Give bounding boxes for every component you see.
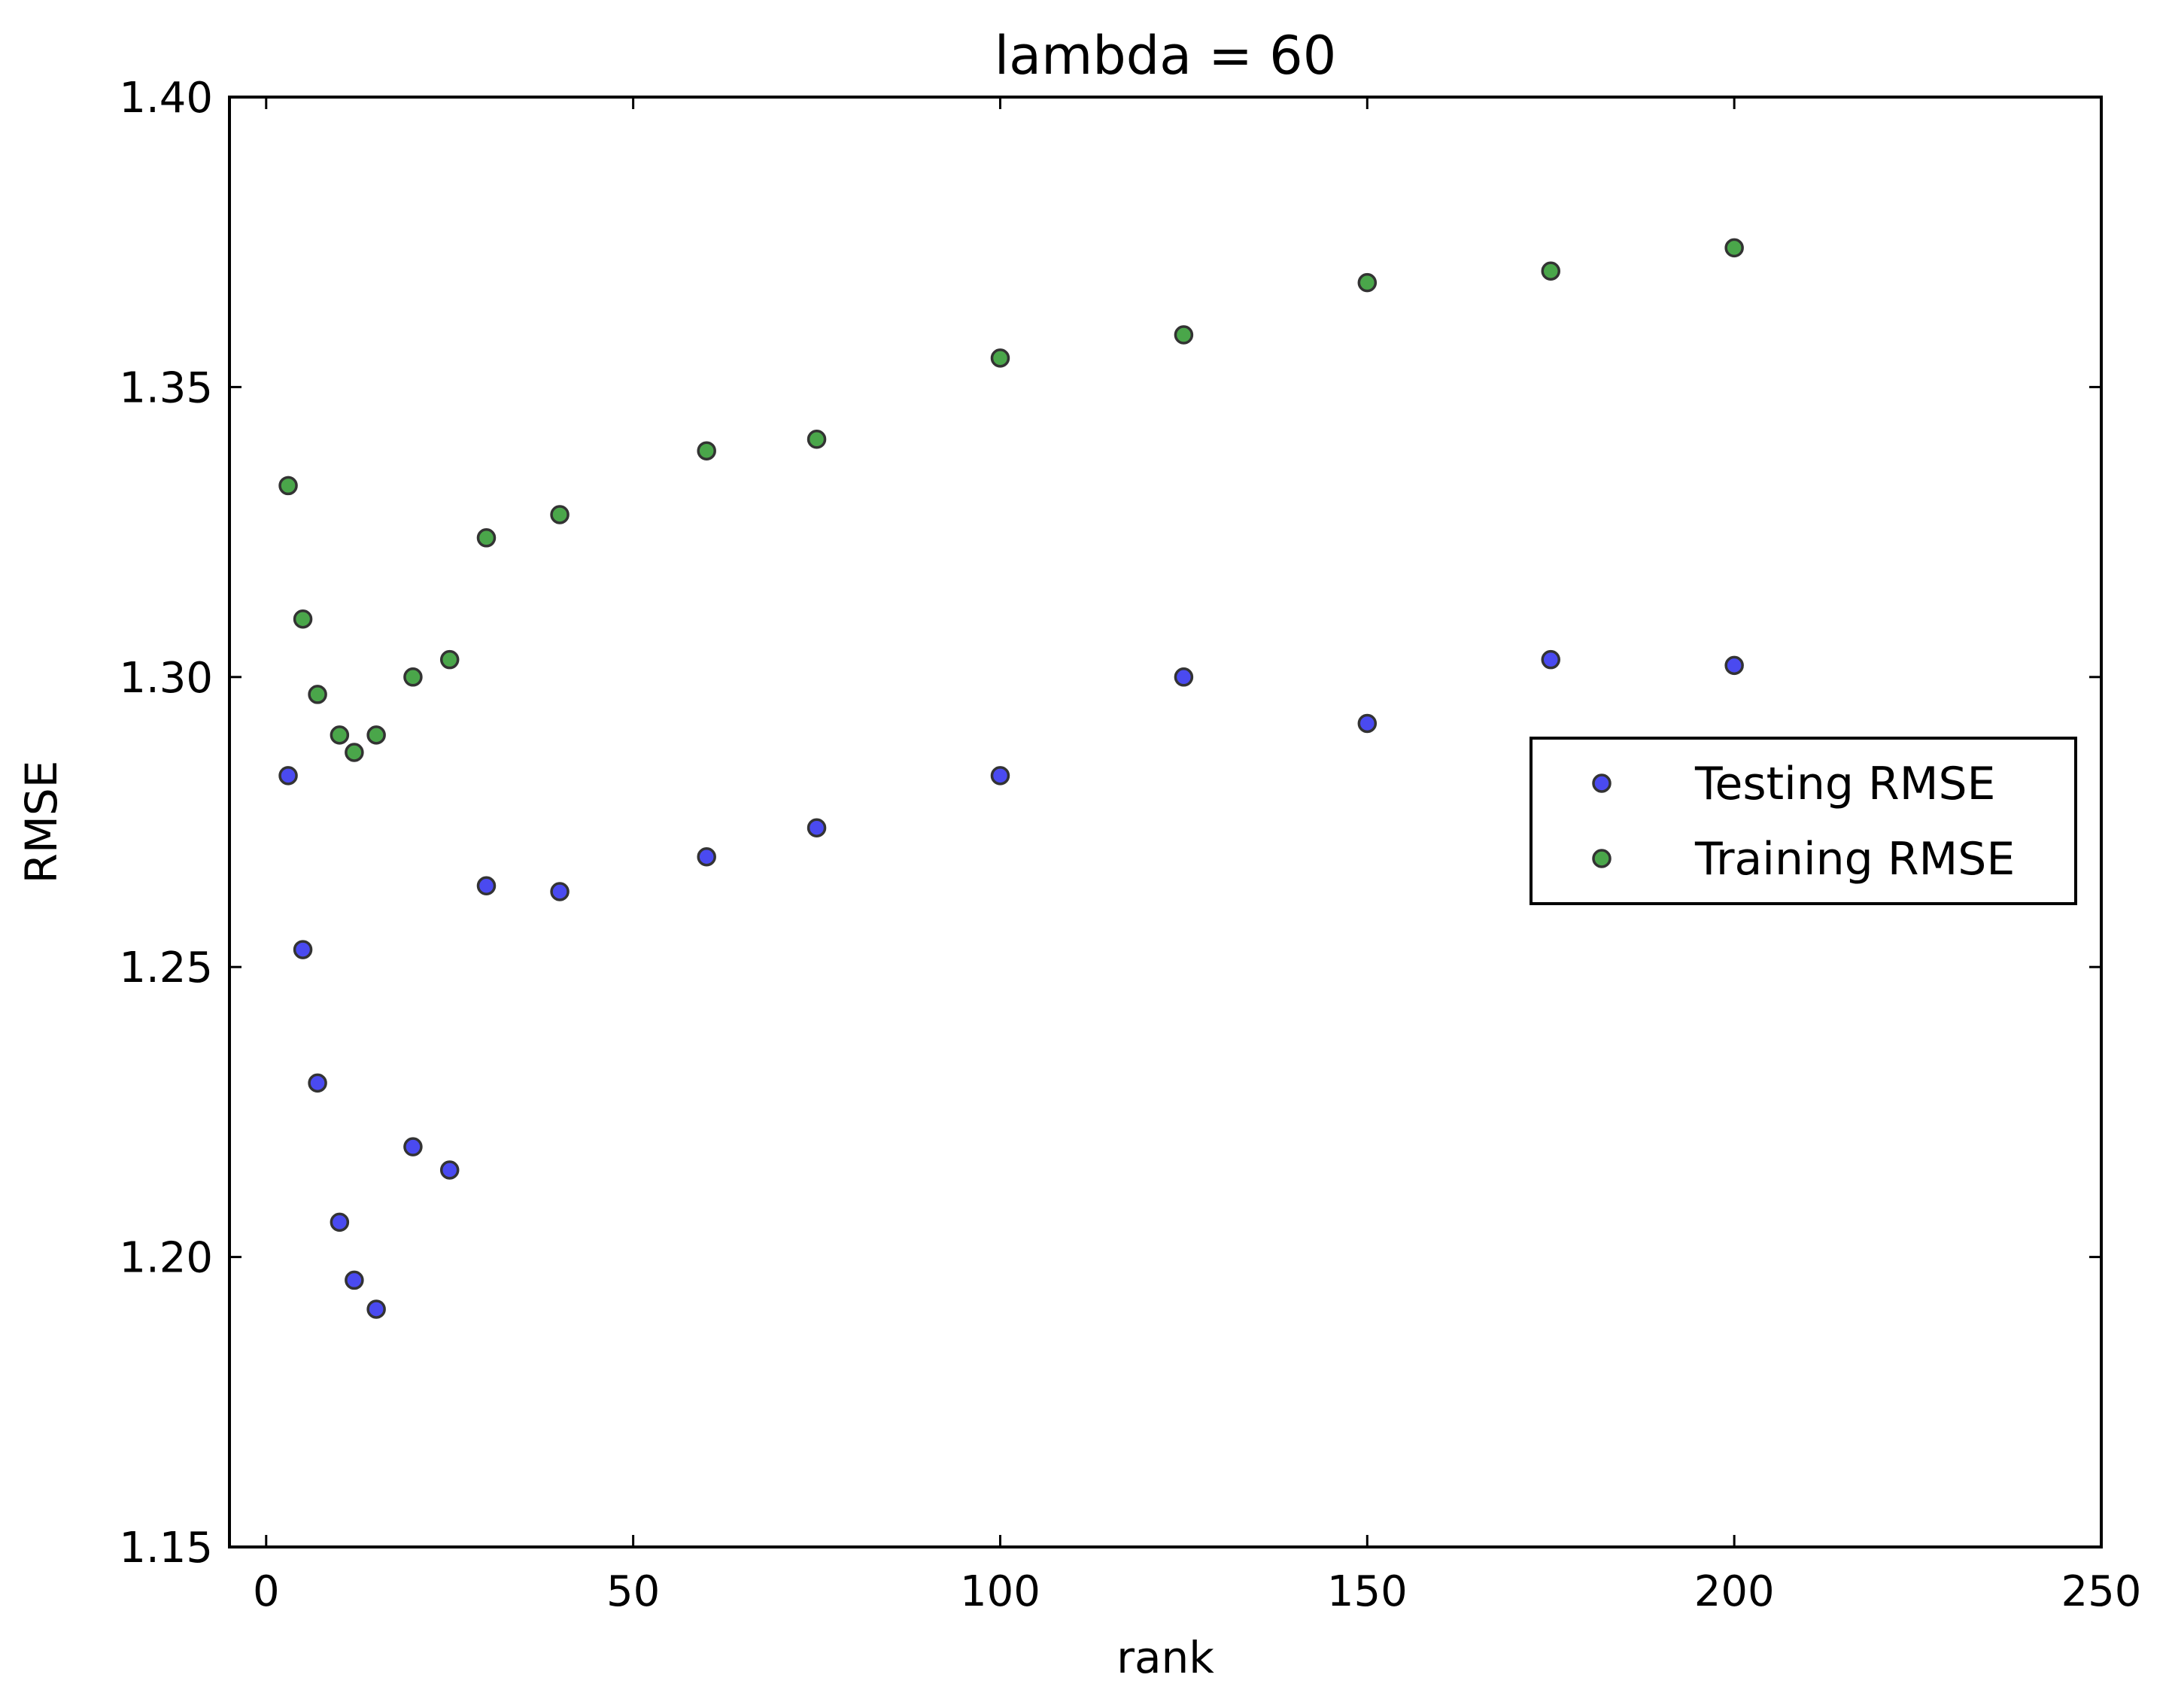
legend-label: Training RMSE [1694,833,2015,886]
testing-rmse-point [697,846,716,867]
chart-title: lambda = 60 [995,25,1337,87]
testing-rmse-point [345,1270,364,1290]
testing-rmse-point [990,766,1010,786]
training-rmse-point [439,649,460,670]
training-rmse-point [476,528,497,548]
training-rmse-point [1174,325,1194,345]
x-axis-title: rank [1116,1632,1214,1683]
legend-label: Testing RMSE [1694,758,1995,810]
training-rmse-point [990,348,1010,368]
x-tick-label: 100 [960,1567,1040,1616]
y-tick-label: 1.30 [119,654,213,703]
training-rmse-point [1357,272,1378,293]
training-rmse-point [807,430,827,449]
legend-marker [1592,849,1612,868]
testing-rmse-point [293,940,313,959]
testing-rmse-point [403,1137,423,1156]
x-tick-label: 250 [2061,1567,2142,1616]
testing-rmse-point [1357,713,1378,734]
y-tick-label: 1.15 [119,1524,213,1573]
y-tick-label: 1.20 [119,1234,213,1283]
testing-rmse-point [476,876,497,896]
training-rmse-point [293,609,313,629]
y-axis-title: RMSE [16,761,67,884]
x-tick-label: 50 [606,1567,660,1616]
testing-rmse-point [330,1212,350,1232]
y-tick-label: 1.25 [119,944,213,992]
y-tick-label: 1.40 [119,74,213,123]
training-rmse-point [366,725,386,745]
training-rmse-point [697,441,716,460]
training-rmse-point [345,743,364,762]
training-rmse-point [403,667,423,687]
testing-rmse-point [308,1073,327,1093]
testing-rmse-point [278,766,298,786]
legend-box [1530,737,2077,905]
training-rmse-point [550,505,570,524]
training-rmse-point [330,725,350,745]
data-points [278,238,1744,1319]
training-rmse-point [1541,261,1560,281]
testing-rmse-point [550,882,570,901]
training-rmse-point [1724,238,1744,258]
legend-marker [1592,773,1612,793]
plot-frame [228,96,2103,1548]
testing-rmse-point [1541,649,1560,670]
testing-rmse-point [807,818,827,837]
testing-rmse-point [366,1299,386,1319]
tick-group: 0 50 100 150 200 250 1.15 1.20 1.25 1.30 1.35 1.40 [119,74,2141,1616]
y-tick-label: 1.35 [119,363,213,412]
testing-rmse-point [1724,655,1744,676]
training-rmse-point [308,685,327,704]
testing-rmse-point [1174,667,1194,687]
training-rmse-point [278,476,298,496]
testing-rmse-point [439,1160,460,1180]
x-tick-label: 0 [253,1567,280,1616]
x-tick-label: 200 [1694,1567,1775,1616]
x-tick-label: 150 [1327,1567,1408,1616]
legend: Testing RMSE Training RMSE [1530,737,2077,905]
